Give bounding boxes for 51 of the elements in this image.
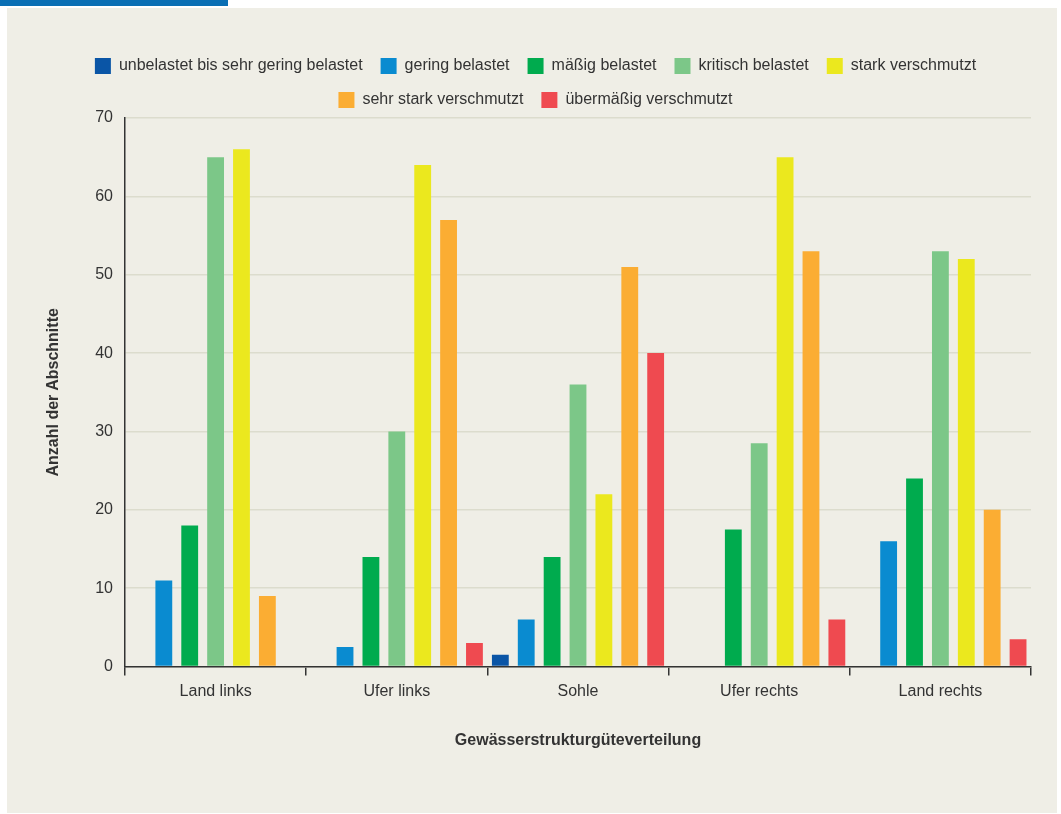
bar xyxy=(440,219,457,666)
x-tick-label: Ufer rechts xyxy=(720,681,799,699)
bar xyxy=(543,556,561,666)
y-tick-label: 70 xyxy=(95,108,114,126)
bar xyxy=(1009,639,1027,666)
x-tick-label: Land rechts xyxy=(898,681,983,699)
bar xyxy=(207,157,225,666)
bar xyxy=(983,509,1001,666)
bar xyxy=(880,541,898,666)
legend-label: stark verschmutzt xyxy=(850,56,977,74)
bar xyxy=(388,431,406,666)
legend-label: sehr stark verschmutzt xyxy=(362,90,524,108)
legend-label: unbelastet bis sehr gering belastet xyxy=(118,56,364,74)
bar xyxy=(466,643,483,666)
y-tick-label: 60 xyxy=(95,186,114,204)
bar xyxy=(155,580,173,666)
x-axis-title: Gewässerstrukturgüteverteilung xyxy=(454,730,702,748)
bar xyxy=(362,556,380,666)
bar xyxy=(724,529,742,666)
bar xyxy=(491,654,509,666)
bar xyxy=(621,266,639,666)
legend-label: kritisch belastet xyxy=(698,56,810,74)
bar xyxy=(647,353,665,666)
y-tick-label: 30 xyxy=(95,421,114,439)
bar xyxy=(802,251,820,666)
bar xyxy=(957,259,975,666)
legend-label: übermäßig verschmutzt xyxy=(565,90,734,108)
bar xyxy=(336,647,354,666)
bar xyxy=(233,149,250,666)
bar xyxy=(906,478,923,666)
y-tick-label: 20 xyxy=(95,500,114,518)
bar xyxy=(595,494,613,666)
bar xyxy=(517,619,535,666)
y-tick-label: 10 xyxy=(95,578,114,596)
bar xyxy=(776,157,794,666)
bar xyxy=(414,165,432,666)
legend-label: mäßig belastet xyxy=(551,56,658,74)
bar xyxy=(258,596,276,666)
y-tick-label: 50 xyxy=(95,265,114,283)
bar xyxy=(181,525,199,666)
x-tick-label: Sohle xyxy=(557,681,599,699)
bar xyxy=(931,251,949,666)
y-axis-title: Anzahl der Abschnitte xyxy=(44,308,62,477)
bar xyxy=(828,619,846,666)
legend-label: gering belastet xyxy=(404,56,511,74)
y-tick-label: 40 xyxy=(95,343,114,361)
bar xyxy=(750,443,768,666)
bar xyxy=(569,384,587,666)
y-tick-label: 0 xyxy=(104,657,114,675)
x-tick-label: Land links xyxy=(179,681,252,699)
x-tick-label: Ufer links xyxy=(363,681,431,699)
